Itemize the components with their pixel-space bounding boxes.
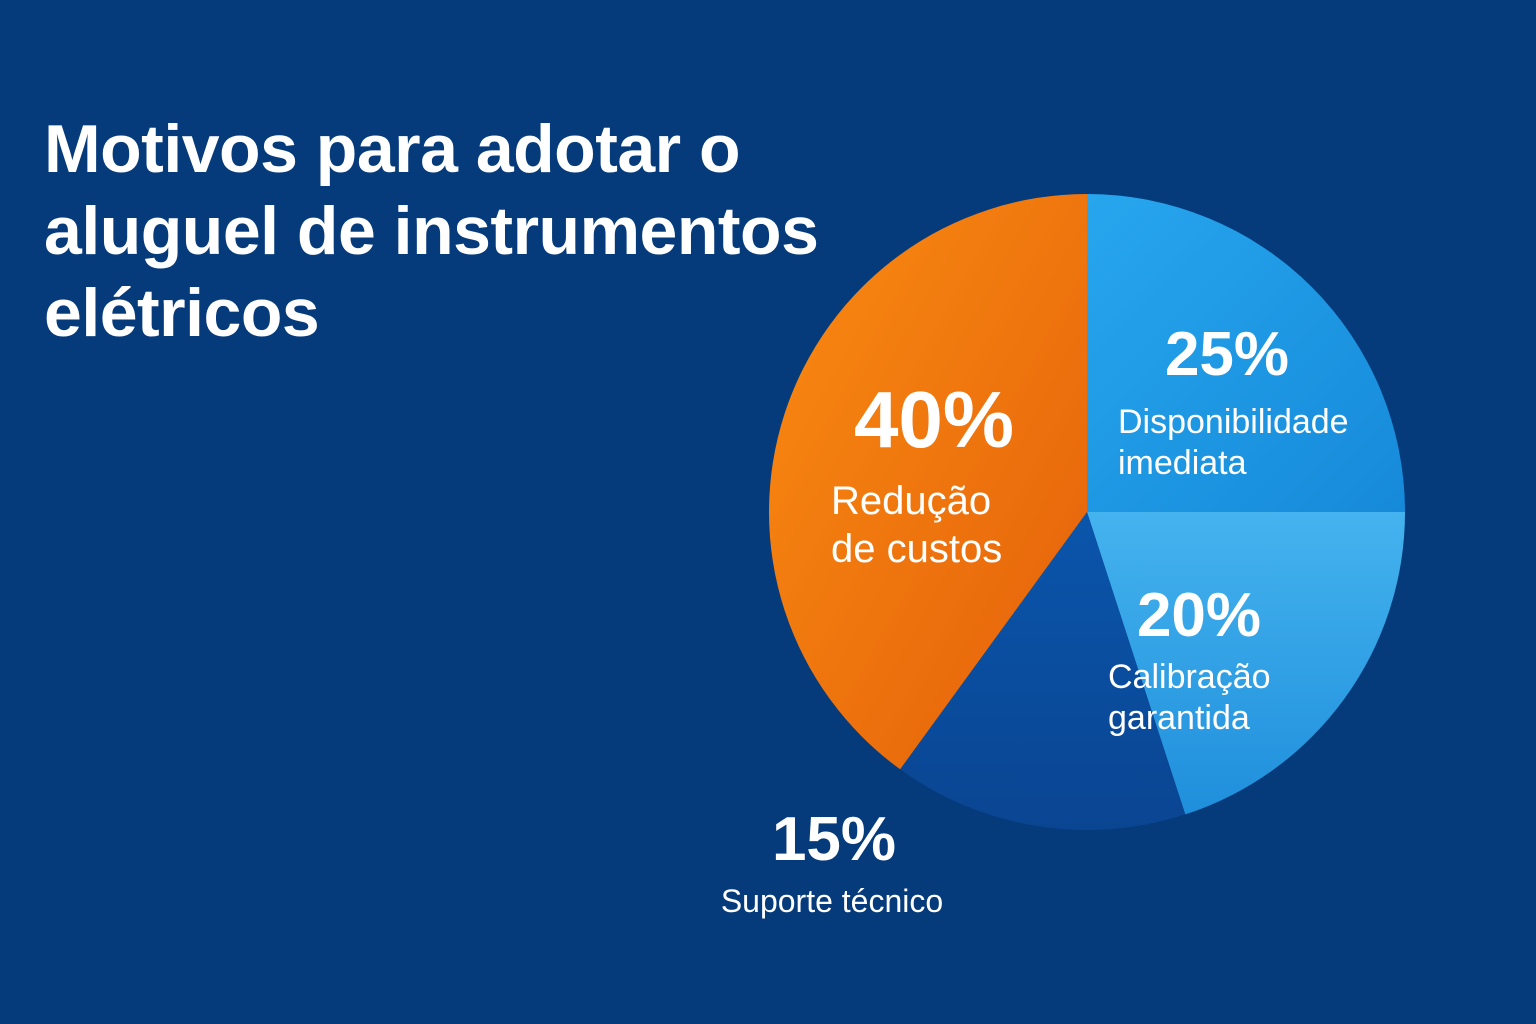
pie-slice-suporte-tecnico <box>900 512 1186 831</box>
data-label-category: Calibração garantida <box>1108 658 1271 737</box>
pie-slice-reducao-de-custos <box>769 193 1087 770</box>
pie-slice-disponibilidade-imediata <box>1087 194 1405 512</box>
data-label-category: Suporte técnico <box>721 883 943 919</box>
data-label-category: Disponibilidade imediata <box>1118 403 1349 482</box>
pie-slice-calibracao-garantida <box>1087 512 1405 815</box>
data-label-percent: 40% <box>854 375 1014 464</box>
chart-title: Motivos para adotar o aluguel de instrum… <box>44 111 819 351</box>
data-label-percent: 25% <box>1165 320 1289 389</box>
data-label-category: Redução de custos <box>831 479 1002 571</box>
data-label-percent: 15% <box>772 805 896 874</box>
data-label-percent: 20% <box>1137 581 1261 650</box>
